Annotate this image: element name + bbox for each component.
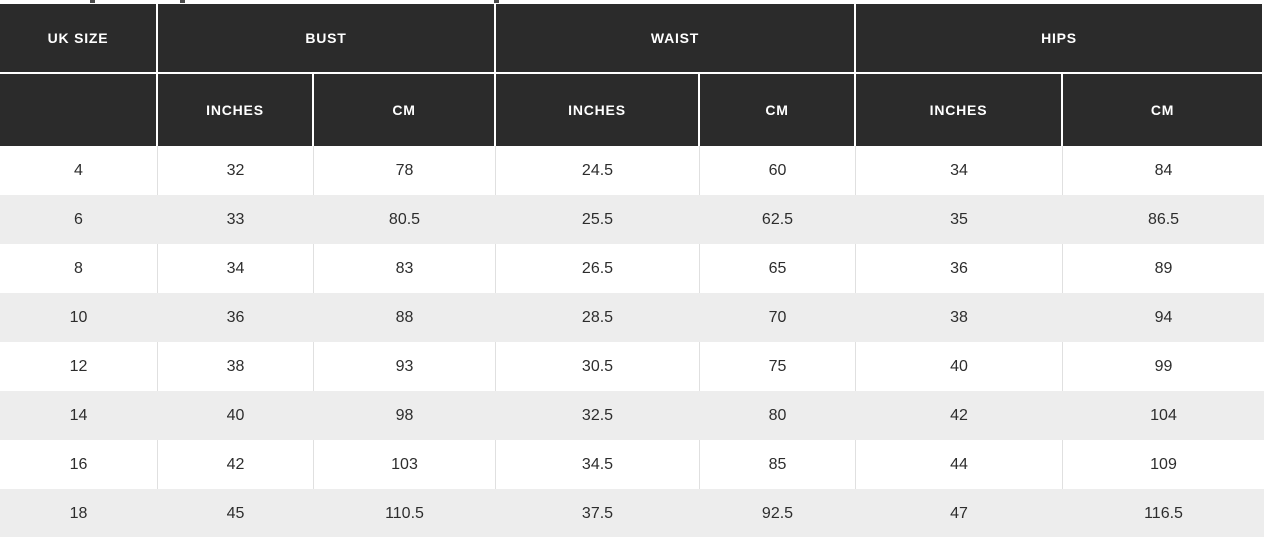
table-cell: 83 bbox=[314, 244, 496, 293]
table-row: 12 38 93 30.5 75 40 99 bbox=[0, 342, 1264, 391]
table-cell: 32 bbox=[158, 146, 314, 195]
header-waist-cm: CM bbox=[700, 74, 856, 146]
table-cell: 86.5 bbox=[1063, 195, 1264, 244]
table-cell: 88 bbox=[314, 293, 496, 342]
table-cell: 75 bbox=[700, 342, 856, 391]
table-cell: 37.5 bbox=[496, 489, 700, 537]
header-hips-cm: CM bbox=[1063, 74, 1264, 146]
table-cell: 84 bbox=[1063, 146, 1264, 195]
header-bust-inches: INCHES bbox=[158, 74, 314, 146]
table-cell: 36 bbox=[158, 293, 314, 342]
table-cell: 10 bbox=[0, 293, 158, 342]
table-row: 10 36 88 28.5 70 38 94 bbox=[0, 293, 1264, 342]
header-waist: WAIST bbox=[496, 4, 856, 74]
table-cell: 18 bbox=[0, 489, 158, 537]
table-cell: 34.5 bbox=[496, 440, 700, 489]
table-cell: 80 bbox=[700, 391, 856, 440]
table-cell: 45 bbox=[158, 489, 314, 537]
table-cell: 6 bbox=[0, 195, 158, 244]
table-row: 18 45 110.5 37.5 92.5 47 116.5 bbox=[0, 489, 1264, 537]
table-cell: 103 bbox=[314, 440, 496, 489]
table-cell: 38 bbox=[158, 342, 314, 391]
table-cell: 116.5 bbox=[1063, 489, 1264, 537]
table-cell: 38 bbox=[856, 293, 1063, 342]
header-hips: HIPS bbox=[856, 4, 1264, 74]
sub-header-row: INCHES CM INCHES CM INCHES CM bbox=[0, 74, 1264, 146]
table-cell: 47 bbox=[856, 489, 1063, 537]
cropped-text-remnant bbox=[90, 0, 95, 3]
header-bust-cm: CM bbox=[314, 74, 496, 146]
table-cell: 78 bbox=[314, 146, 496, 195]
table-cell: 30.5 bbox=[496, 342, 700, 391]
table-header: UK SIZE BUST WAIST HIPS INCHES CM INCHES… bbox=[0, 4, 1264, 146]
table-cell: 109 bbox=[1063, 440, 1264, 489]
header-hips-inches: INCHES bbox=[856, 74, 1063, 146]
table-cell: 70 bbox=[700, 293, 856, 342]
table-cell: 99 bbox=[1063, 342, 1264, 391]
table-cell: 94 bbox=[1063, 293, 1264, 342]
header-uk-size: UK SIZE bbox=[0, 4, 158, 74]
table-cell: 14 bbox=[0, 391, 158, 440]
table-cell: 8 bbox=[0, 244, 158, 293]
table-cell: 42 bbox=[158, 440, 314, 489]
table-cell: 16 bbox=[0, 440, 158, 489]
cropped-text-remnant bbox=[494, 0, 499, 3]
table-cell: 28.5 bbox=[496, 293, 700, 342]
group-header-row: UK SIZE BUST WAIST HIPS bbox=[0, 4, 1264, 74]
header-waist-inches: INCHES bbox=[496, 74, 700, 146]
table-cell: 85 bbox=[700, 440, 856, 489]
cropped-text-remnant bbox=[180, 0, 185, 3]
header-bust: BUST bbox=[158, 4, 496, 74]
table-cell: 62.5 bbox=[700, 195, 856, 244]
table-cell: 40 bbox=[856, 342, 1063, 391]
table-cell: 26.5 bbox=[496, 244, 700, 293]
table-cell: 25.5 bbox=[496, 195, 700, 244]
table-row: 8 34 83 26.5 65 36 89 bbox=[0, 244, 1264, 293]
table-body: 4 32 78 24.5 60 34 84 6 33 80.5 25.5 62.5 35 86.5 8 34 8… bbox=[0, 146, 1264, 537]
table-cell: 104 bbox=[1063, 391, 1264, 440]
table-row: 14 40 98 32.5 80 42 104 bbox=[0, 391, 1264, 440]
table-cell: 12 bbox=[0, 342, 158, 391]
table-cell: 34 bbox=[856, 146, 1063, 195]
table-cell: 89 bbox=[1063, 244, 1264, 293]
size-chart-table: UK SIZE BUST WAIST HIPS INCHES CM INCHES… bbox=[0, 4, 1264, 537]
table-cell: 92.5 bbox=[700, 489, 856, 537]
table-cell: 24.5 bbox=[496, 146, 700, 195]
header-empty-cell bbox=[0, 74, 158, 146]
table-cell: 60 bbox=[700, 146, 856, 195]
table-row: 16 42 103 34.5 85 44 109 bbox=[0, 440, 1264, 489]
table-row: 6 33 80.5 25.5 62.5 35 86.5 bbox=[0, 195, 1264, 244]
table-cell: 40 bbox=[158, 391, 314, 440]
table-cell: 80.5 bbox=[314, 195, 496, 244]
table-cell: 65 bbox=[700, 244, 856, 293]
table-cell: 44 bbox=[856, 440, 1063, 489]
table-cell: 32.5 bbox=[496, 391, 700, 440]
table-cell: 110.5 bbox=[314, 489, 496, 537]
table-cell: 36 bbox=[856, 244, 1063, 293]
table-cell: 93 bbox=[314, 342, 496, 391]
table-cell: 42 bbox=[856, 391, 1063, 440]
table-row: 4 32 78 24.5 60 34 84 bbox=[0, 146, 1264, 195]
table-cell: 33 bbox=[158, 195, 314, 244]
table-cell: 4 bbox=[0, 146, 158, 195]
table-cell: 34 bbox=[158, 244, 314, 293]
table-cell: 35 bbox=[856, 195, 1063, 244]
table-cell: 98 bbox=[314, 391, 496, 440]
